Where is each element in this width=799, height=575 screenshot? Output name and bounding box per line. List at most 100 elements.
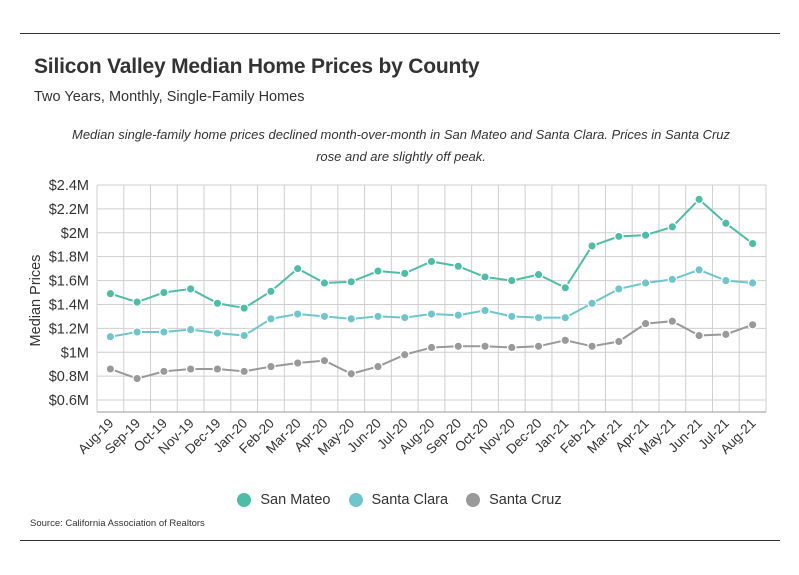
legend-label: Santa Clara [371,492,449,508]
data-point-santa-clara [721,275,731,286]
y-tick-label: $0.8M [49,369,89,385]
data-point-santa-clara [292,309,303,319]
data-point-santa-clara [506,311,517,322]
data-point-san-mateo [560,282,571,293]
data-point-santa-cruz [667,316,678,327]
data-point-san-mateo [506,275,517,286]
series-line-santa-clara [110,268,753,338]
data-point-santa-clara [399,312,410,323]
data-point-santa-cruz [159,366,169,377]
legend-item-santa-cruz: Santa Cruz [466,492,562,508]
y-axis-title: Median Prices [28,255,44,347]
bottom-rule [20,540,780,541]
data-point-santa-cruz [185,364,196,374]
data-point-san-mateo [239,303,250,313]
source-note: Source: California Association of Realto… [30,518,205,529]
data-point-san-mateo [721,218,731,229]
data-point-san-mateo [640,230,651,241]
data-point-santa-clara [640,278,651,288]
data-point-san-mateo [105,288,116,299]
data-point-santa-cruz [292,358,303,368]
data-point-santa-cruz [721,329,731,340]
data-point-santa-cruz [212,364,223,374]
data-point-santa-cruz [319,355,330,366]
legend-item-santa-clara: Santa Clara [348,492,449,508]
legend: San Mateo Santa Clara Santa Cruz [0,492,799,508]
data-point-santa-cruz [640,318,651,329]
data-point-santa-clara [346,313,357,324]
legend-label: San Mateo [260,492,331,508]
y-tick-label: $2.2M [49,202,89,218]
legend-label: Santa Cruz [489,492,562,508]
data-point-san-mateo [667,221,678,232]
data-point-santa-cruz [560,335,571,346]
data-point-san-mateo [185,284,196,294]
y-tick-label: $0.6M [49,393,89,409]
data-point-santa-cruz [694,330,704,341]
data-point-santa-clara [373,311,383,322]
data-point-santa-clara [747,278,758,288]
data-point-san-mateo [747,238,758,249]
data-point-san-mateo [694,194,704,205]
data-point-santa-cruz [132,373,142,384]
series-line-san-mateo [110,197,754,310]
data-point-san-mateo [453,261,464,272]
data-point-santa-clara [613,284,624,294]
data-point-santa-cruz [373,361,383,372]
data-point-santa-cruz [453,341,464,352]
y-tick-label: $1.4M [49,297,89,313]
legend-swatch [466,493,481,507]
chart-note: Median single-family home prices decline… [71,127,731,164]
data-point-san-mateo [132,297,142,307]
data-point-santa-clara [453,310,464,321]
data-point-santa-clara [239,330,250,341]
legend-swatch [237,493,252,507]
data-point-santa-clara [319,311,330,322]
data-point-santa-cruz [399,349,410,360]
data-point-santa-clara [667,274,678,285]
data-point-san-mateo [346,276,357,287]
data-point-santa-clara [533,312,544,323]
y-tick-label: $1.8M [49,250,89,266]
data-point-santa-clara [132,327,142,337]
data-point-santa-clara [694,264,704,275]
y-tick-label: $2M [61,226,89,242]
y-tick-label: $1.6M [49,274,89,290]
data-point-santa-clara [105,331,116,342]
data-point-san-mateo [159,287,169,298]
y-tick-label: $1M [61,345,89,361]
chart-subtitle: Two Years, Monthly, Single-Family Homes [34,89,305,105]
data-point-santa-clara [185,324,196,335]
data-point-san-mateo [533,269,544,280]
data-point-santa-clara [560,312,571,323]
data-point-san-mateo [480,272,490,282]
data-point-santa-cruz [587,341,597,352]
data-point-san-mateo [373,266,383,276]
data-point-santa-clara [426,309,437,319]
data-point-san-mateo [426,256,437,267]
data-point-san-mateo [266,286,276,297]
data-point-santa-clara [266,313,276,324]
data-point-santa-cruz [346,368,357,379]
data-point-santa-cruz [480,341,490,352]
data-point-santa-cruz [105,364,116,374]
chart-title: Silicon Valley Median Home Prices by Cou… [34,55,480,78]
data-point-san-mateo [399,268,410,279]
data-point-santa-cruz [239,366,250,377]
data-point-san-mateo [587,241,597,251]
data-point-santa-clara [159,327,169,337]
data-point-san-mateo [319,278,330,288]
data-point-santa-cruz [747,319,758,330]
legend-swatch [348,493,363,507]
data-point-santa-clara [480,305,490,316]
data-point-san-mateo [292,263,303,274]
data-point-san-mateo [212,298,223,309]
data-point-santa-cruz [266,361,276,372]
data-point-santa-cruz [426,342,437,353]
data-point-santa-cruz [506,342,517,353]
y-tick-label: $1.2M [49,321,89,337]
data-point-santa-clara [212,328,223,338]
data-point-san-mateo [613,231,624,242]
top-rule [20,33,780,34]
data-point-santa-cruz [533,341,544,352]
